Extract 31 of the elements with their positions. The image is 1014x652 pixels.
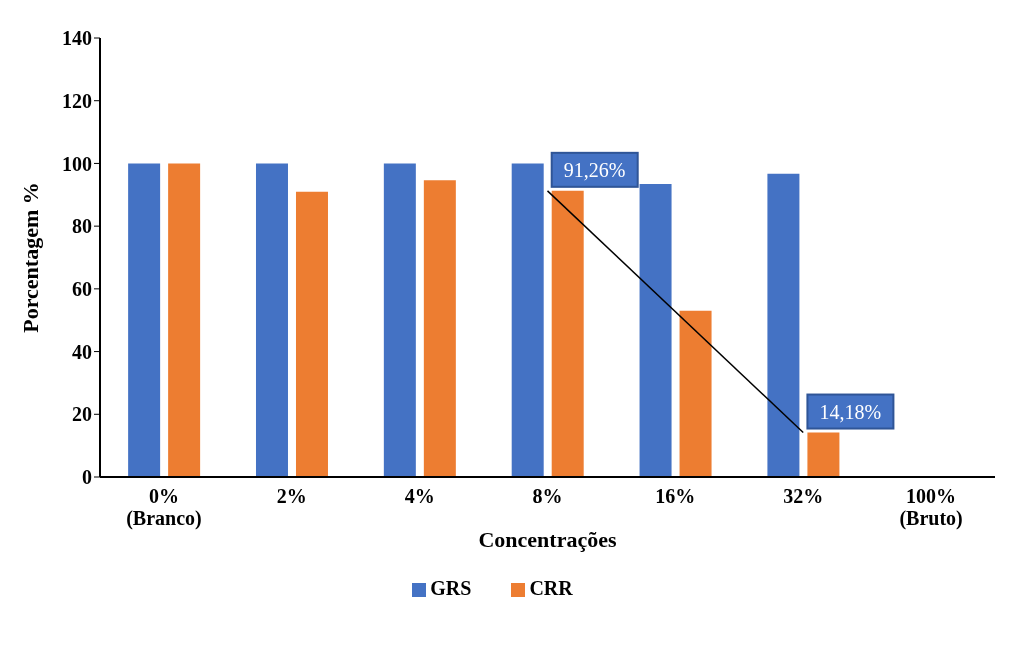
legend-label: GRS bbox=[430, 577, 472, 599]
y-tick-label: 0 bbox=[82, 466, 92, 489]
y-tick-label: 100 bbox=[62, 152, 92, 175]
bar bbox=[168, 163, 201, 477]
x-tick-label: 2% bbox=[276, 485, 307, 507]
y-tick-label: 120 bbox=[62, 89, 92, 112]
x-axis-title: Concentrações bbox=[478, 527, 617, 552]
bar bbox=[383, 163, 416, 477]
bar bbox=[255, 163, 288, 477]
y-axis-title: Porcentagem % bbox=[17, 182, 43, 333]
bar bbox=[767, 173, 800, 477]
bar bbox=[295, 191, 328, 477]
bar bbox=[639, 184, 672, 477]
x-tick-label: 4% bbox=[404, 485, 435, 507]
bar bbox=[128, 163, 161, 477]
x-tick-label: 16% bbox=[655, 485, 696, 507]
y-tick-label: 140 bbox=[62, 27, 92, 50]
x-tick-label: 32% bbox=[783, 485, 824, 507]
y-tick-label: 60 bbox=[72, 277, 92, 300]
data-label: 91,26% bbox=[563, 158, 626, 181]
bar bbox=[679, 310, 712, 477]
y-tick-label: 20 bbox=[72, 403, 92, 426]
bar bbox=[511, 163, 544, 477]
legend-label: CRR bbox=[529, 577, 573, 599]
x-tick-label: 100% (Bruto) bbox=[899, 485, 963, 530]
x-tick-label: 0% (Branco) bbox=[126, 485, 202, 530]
y-tick-label: 80 bbox=[72, 215, 92, 238]
data-label: 14,18% bbox=[819, 400, 882, 423]
y-tick-label: 40 bbox=[72, 340, 92, 363]
x-tick-label: 8% bbox=[532, 485, 563, 507]
bar bbox=[423, 180, 456, 477]
